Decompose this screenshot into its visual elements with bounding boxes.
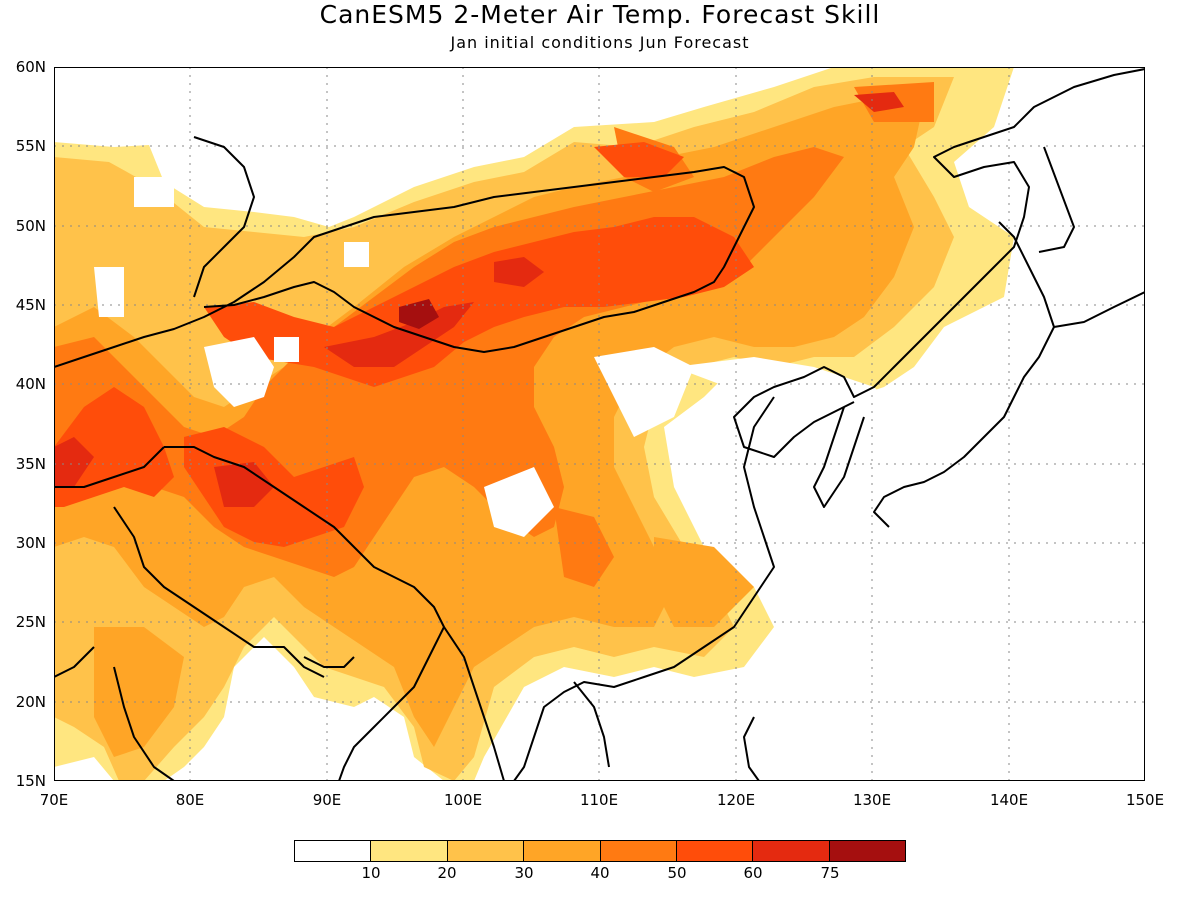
low-skill-areas (94, 67, 1145, 781)
legend-tick: 20 (437, 864, 457, 882)
map-title: CanESM5 2-Meter Air Temp. Forecast Skill (319, 0, 881, 29)
skill-map (54, 67, 1145, 781)
legend-tick: 60 (743, 864, 763, 882)
lat-label: 45N (15, 296, 46, 314)
legend-tick: 50 (667, 864, 687, 882)
legend-swatch (295, 841, 372, 861)
lon-label: 110E (579, 791, 619, 809)
legend-swatch (753, 841, 830, 861)
lat-label: 20N (15, 693, 46, 711)
legend-swatch (600, 841, 677, 861)
legend-swatch (676, 841, 754, 861)
legend-tick: 40 (590, 864, 610, 882)
legend-swatch (371, 841, 448, 861)
lon-label: 140E (989, 791, 1029, 809)
legend-swatch (829, 841, 905, 861)
map-subtitle: Jan initial conditions Jun Forecast (450, 33, 750, 52)
lat-label: 35N (15, 455, 46, 473)
lat-label: 40N (15, 375, 46, 393)
legend-tick: 75 (820, 864, 840, 882)
map-plot-area (54, 67, 1145, 781)
lat-label: 25N (15, 613, 46, 631)
lon-label: 70E (39, 791, 69, 809)
lat-label: 55N (15, 137, 46, 155)
lat-label: 30N (15, 534, 46, 552)
coastlines-borders (54, 68, 1145, 781)
lat-label: 50N (15, 217, 46, 235)
legend-tick: 10 (361, 864, 381, 882)
lon-label: 90E (312, 791, 342, 809)
lat-lon-grid (54, 67, 1145, 781)
lon-label: 130E (852, 791, 892, 809)
lat-label: 15N (15, 772, 46, 790)
legend-swatch (447, 841, 525, 861)
skill-band-75-plus (399, 299, 439, 329)
lon-label: 100E (443, 791, 483, 809)
lon-label: 80E (175, 791, 205, 809)
lon-label: 120E (716, 791, 756, 809)
lon-label: 150E (1125, 791, 1165, 809)
color-legend (294, 840, 906, 862)
legend-swatch (524, 841, 601, 861)
legend-tick: 30 (514, 864, 534, 882)
lat-label: 60N (15, 58, 46, 76)
